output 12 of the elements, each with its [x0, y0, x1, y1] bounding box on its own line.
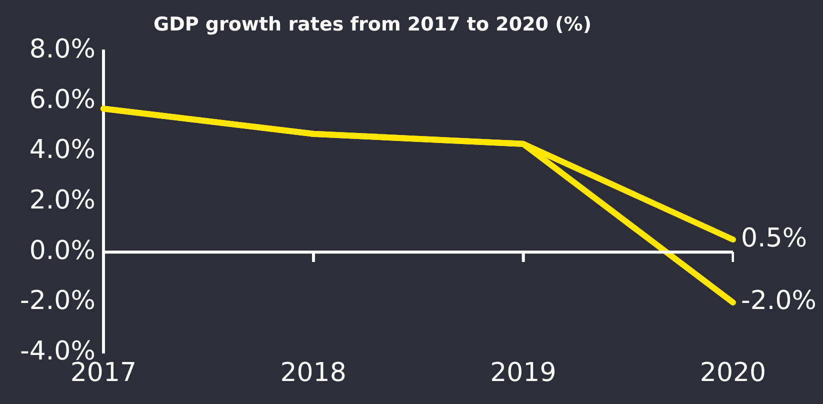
- y-tick-label: -2.0%: [20, 286, 96, 316]
- data-label: 0.5%: [741, 223, 808, 254]
- data-label: -2.0%: [741, 286, 816, 316]
- y-tick-label: 6.0%: [29, 84, 96, 115]
- y-tick-label: 8.0%: [29, 34, 96, 65]
- y-tick-label: 2.0%: [29, 186, 96, 216]
- x-tick-label: 2020: [700, 358, 766, 388]
- chart-title: GDP growth rates from 2017 to 2020 (%): [153, 13, 592, 36]
- y-tick-label: 4.0%: [29, 135, 96, 166]
- y-tick-label: 0.0%: [29, 236, 96, 266]
- x-tick-label: 2019: [490, 358, 556, 388]
- x-tick-label: 2018: [280, 358, 346, 388]
